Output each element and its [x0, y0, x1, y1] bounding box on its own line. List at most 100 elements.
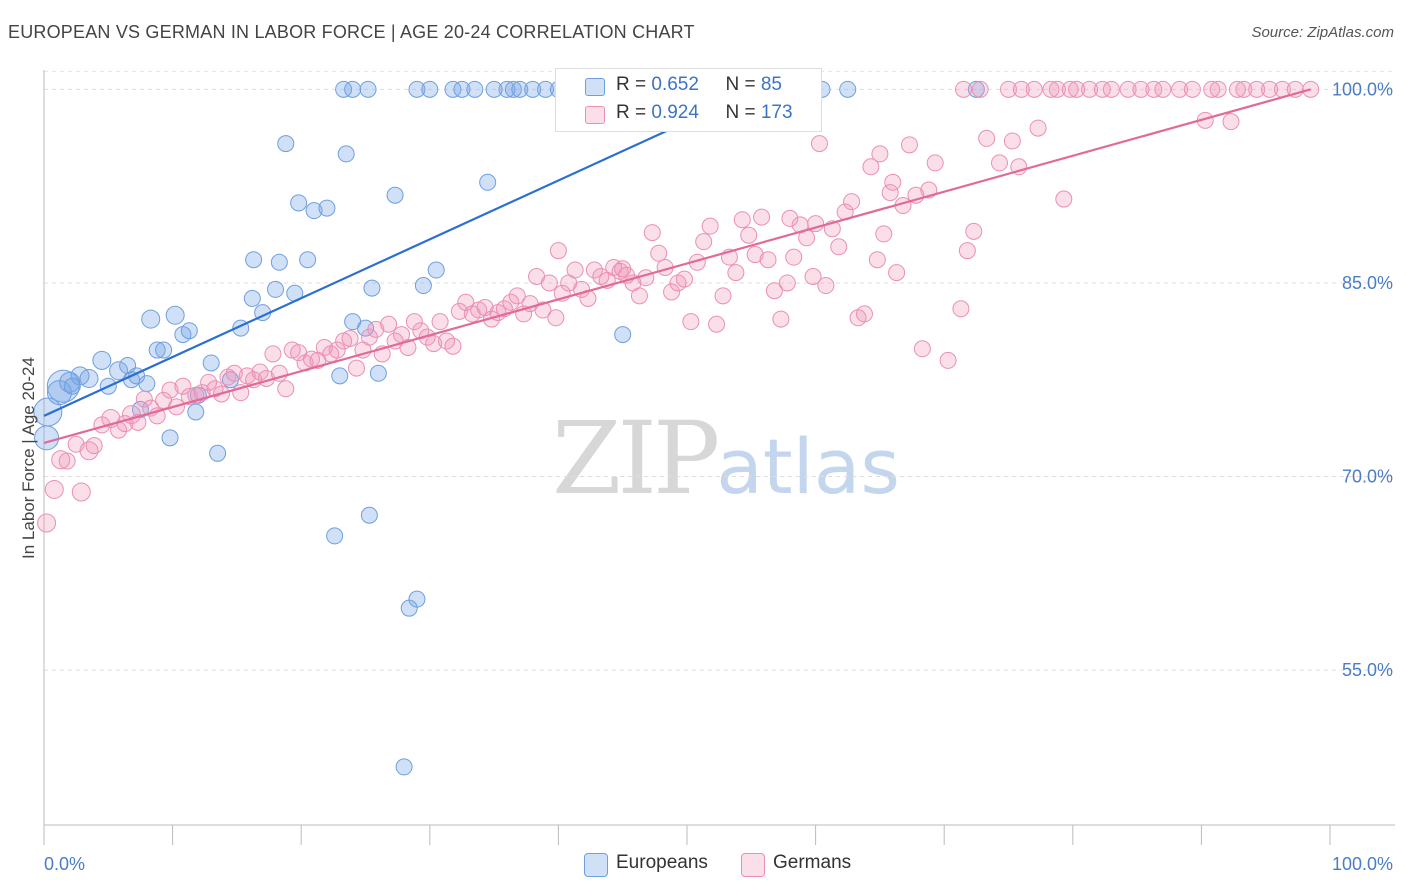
y-tick-label: 55.0% [1342, 660, 1393, 680]
germans-point [502, 293, 520, 311]
germans-point [225, 364, 243, 382]
germans-point [71, 482, 91, 502]
germans-point [450, 302, 468, 320]
trend-lines [43, 88, 1312, 445]
germans-point [1209, 80, 1227, 98]
watermark-atlas: atlas [716, 422, 900, 511]
germans-point [701, 217, 719, 235]
germans-point [1068, 80, 1086, 98]
europeans-point [369, 364, 387, 382]
germans-point [549, 242, 567, 260]
germans-point [1093, 80, 1111, 98]
germans-point [1003, 132, 1021, 150]
germans-point [135, 390, 153, 408]
germans-point [1203, 80, 1221, 98]
germans-point [778, 274, 796, 292]
germans-point [79, 441, 99, 461]
germans-point [547, 309, 565, 327]
europeans-point [187, 403, 205, 421]
germans-point [1222, 113, 1240, 131]
europeans-point [209, 444, 227, 462]
germans-point [251, 363, 269, 381]
germans-point [881, 184, 899, 202]
germans-point [695, 233, 713, 251]
europeans-point [414, 277, 432, 295]
legend-swatch-germans [741, 853, 765, 877]
europeans-point [395, 758, 413, 776]
germans-point [727, 264, 745, 282]
europeans-trend-line [43, 120, 688, 417]
germans-point [174, 377, 192, 395]
germans-point [714, 287, 732, 305]
germans-point [585, 261, 603, 279]
germans-point [1132, 80, 1150, 98]
germans-point [1248, 80, 1266, 98]
germans-point [884, 173, 902, 191]
europeans-point [148, 341, 166, 359]
europeans-point [161, 429, 179, 447]
europeans-point [524, 80, 542, 98]
y-axis-label: In Labor Force | Age 20-24 [19, 357, 38, 559]
europeans-point [277, 135, 295, 153]
germans-point [51, 450, 71, 470]
europeans-point [109, 361, 129, 381]
europeans-point [453, 80, 471, 98]
germans-point [871, 145, 889, 163]
germans-point [990, 154, 1008, 172]
germans-point [1119, 80, 1137, 98]
germans-point [913, 340, 931, 358]
europeans-point [165, 305, 185, 325]
germans-point [425, 335, 443, 353]
europeans-point [485, 80, 503, 98]
axes [43, 70, 1395, 845]
legend-swatch-europeans [584, 853, 608, 877]
germans-point [954, 80, 972, 98]
germans-point [733, 211, 751, 229]
legend-n-value-germans: 173 [760, 102, 793, 123]
germans-point [534, 301, 552, 319]
europeans-point [504, 80, 522, 98]
europeans-point [498, 80, 516, 98]
europeans-point [537, 80, 555, 98]
germans-point [1025, 80, 1043, 98]
germans-point [540, 274, 558, 292]
germans-point [405, 313, 423, 331]
europeans-point [305, 202, 323, 220]
legend-r-value-germans: 0.924 [651, 102, 699, 123]
germans-point [161, 381, 179, 399]
germans-point [1102, 80, 1120, 98]
legend-r-label: R = [616, 74, 652, 95]
germans-point [862, 158, 880, 176]
europeans-point [360, 506, 378, 524]
germans-point [302, 350, 320, 368]
germans-point [508, 287, 526, 305]
europeans-point [614, 326, 632, 344]
germans-point [614, 260, 632, 278]
europeans-point [479, 173, 497, 191]
y-tick-label: 85.0% [1342, 273, 1393, 293]
legend-n-label: N = [725, 102, 761, 123]
source-label: Source: ZipAtlas.com [1251, 24, 1394, 41]
germans-point [1061, 80, 1079, 98]
europeans-point [180, 322, 198, 340]
germans-point [341, 329, 359, 347]
germans-point [772, 310, 790, 328]
germans-point [830, 238, 848, 256]
europeans-point [427, 261, 445, 279]
germans-point [817, 277, 835, 295]
germans-point [566, 261, 584, 279]
germans-trend-line [43, 88, 1312, 445]
germans-point [85, 437, 103, 455]
germans-point [759, 251, 777, 269]
germans-point [1029, 119, 1047, 137]
germans-point [1000, 80, 1017, 98]
legend-row-germans: R = 0.924 N = 173 [616, 102, 793, 124]
europeans-point [331, 367, 349, 385]
germans-point [444, 337, 462, 355]
europeans-point [839, 80, 857, 98]
y-tick-label: 100.0% [1332, 79, 1393, 99]
germans-point [708, 315, 726, 333]
germans-point [1171, 80, 1189, 98]
germans-point [637, 269, 655, 287]
